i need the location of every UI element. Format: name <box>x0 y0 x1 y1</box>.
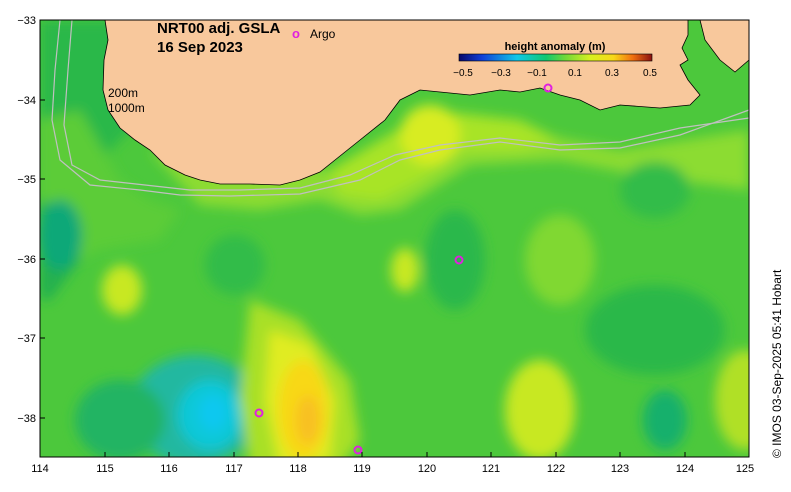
colorbar: height anomaly (m) −0.5 −0.3 −0.1 0.1 0.… <box>453 41 657 79</box>
argo-floats <box>254 83 553 455</box>
lon-tick-label: 117 <box>225 463 243 475</box>
colorbar-tick: −0.3 <box>491 68 511 79</box>
colorbar-title: height anomaly (m) <box>505 41 606 53</box>
lat-tick-label: −38 <box>17 413 36 425</box>
argo-float <box>353 445 363 455</box>
lat-tick-label: −37 <box>17 333 36 345</box>
lon-tick-label: 124 <box>676 463 694 475</box>
contour-label-200m: 200m <box>108 86 138 100</box>
colorbar-tick: 0.1 <box>568 68 582 79</box>
lon-tick-label: 122 <box>547 463 565 475</box>
argo-legend-icon: o <box>292 26 300 41</box>
map-title-line1: NRT00 adj. GSLA <box>157 20 281 37</box>
lat-tick-label: −36 <box>17 254 36 266</box>
lat-axis <box>40 19 45 419</box>
colorbar-tick: −0.1 <box>527 68 547 79</box>
lon-tick-label: 123 <box>611 463 629 475</box>
lat-tick-label: −33 <box>17 15 36 27</box>
colorbar-tick: 0.5 <box>643 68 657 79</box>
lon-tick-label: 125 <box>736 463 754 475</box>
lon-tick-label: 114 <box>31 463 49 475</box>
lon-tick-label: 118 <box>289 463 307 475</box>
copyright-credit: © IMOS 03-Sep-2025 05:41 Hobart <box>770 269 784 458</box>
colorbar-tick: 0.3 <box>605 68 619 79</box>
argo-float <box>254 408 264 418</box>
colorbar-tick: −0.5 <box>453 68 473 79</box>
lon-tick-label: 119 <box>353 463 371 475</box>
bathymetry-contours <box>51 19 750 197</box>
lon-tick-label: 115 <box>96 463 114 475</box>
lon-tick-label: 120 <box>418 463 436 475</box>
lon-tick-label: 121 <box>482 463 500 475</box>
argo-float <box>543 83 553 93</box>
plot-frame <box>39 19 750 458</box>
contour-label-1000m: 1000m <box>108 101 145 115</box>
lat-tick-label: −35 <box>17 174 36 186</box>
lon-axis <box>39 452 750 457</box>
argo-float <box>454 255 464 265</box>
colorbar-gradient <box>458 53 653 62</box>
map-title-date: 16 Sep 2023 <box>157 39 243 56</box>
lon-tick-label: 116 <box>160 463 178 475</box>
argo-legend-label: Argo <box>310 27 336 41</box>
lat-tick-label: −34 <box>17 95 36 107</box>
